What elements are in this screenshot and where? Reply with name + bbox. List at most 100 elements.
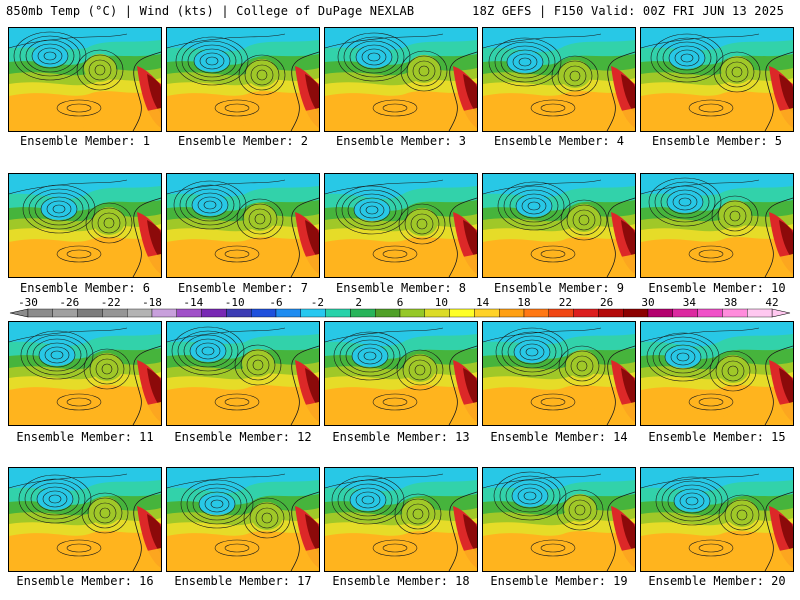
temperature-map [9,468,161,571]
temperature-map [325,322,477,425]
ensemble-member-label: Ensemble Member: 16 [16,574,154,588]
colorbar-swatch [672,308,698,318]
colorbar-swatch [375,308,401,318]
colorbar-tick-label: 22 [559,296,572,309]
colorbar-swatch [176,308,202,318]
temperature-colorbar: -30 -26 -22 -18 -14 -10 -6 -2 2 6 10 14 18 22 26 30 34 38… [9,296,791,318]
temperature-map [325,468,477,571]
ensemble-member-label: Ensemble Member: 12 [174,430,312,444]
ensemble-member-label: Ensemble Member: 2 [177,134,309,148]
colorbar-swatch [300,308,326,318]
header-title-right: 18Z GEFS | F150 Valid: 00Z FRI JUN 13 20… [472,4,784,18]
colorbar-swatch [449,308,475,318]
header-title-left: 850mb Temp (°C) | Wind (kts) | College o… [6,4,415,18]
colorbar-swatch [350,308,376,318]
ensemble-member-map[interactable] [324,27,478,132]
colorbar-swatch [27,308,53,318]
ensemble-member-map[interactable] [640,27,794,132]
ensemble-member-label: Ensemble Member: 13 [332,430,470,444]
ensemble-member-map[interactable] [640,467,794,572]
colorbar-tick-label: 38 [724,296,737,309]
temperature-map [167,28,319,131]
temperature-map [641,468,793,571]
temperature-map [167,174,319,277]
temperature-map [483,174,635,277]
ensemble-member-label: Ensemble Member: 9 [493,281,625,295]
ensemble-member-label: Ensemble Member: 8 [335,281,467,295]
temperature-map [325,174,477,277]
ensemble-member-map[interactable] [166,321,320,426]
colorbar-tick-label: -26 [59,296,79,309]
ensemble-member-label: Ensemble Member: 18 [332,574,470,588]
colorbar-swatch [201,308,227,318]
colorbar-swatch [697,308,723,318]
ensemble-member-label: Ensemble Member: 1 [19,134,151,148]
temperature-map [9,322,161,425]
ensemble-member-map[interactable] [482,321,636,426]
colorbar-swatch [250,308,277,318]
colorbar-swatch [548,308,574,318]
ensemble-member-map[interactable] [8,321,162,426]
ensemble-member-label: Ensemble Member: 5 [651,134,783,148]
ensemble-member-map[interactable] [8,467,162,572]
ensemble-member-map[interactable] [324,467,478,572]
temperature-map [483,28,635,131]
colorbar-tick-label: 2 [355,296,362,309]
temperature-map [325,28,477,131]
temperature-map [9,174,161,277]
ensemble-member-map[interactable] [324,321,478,426]
colorbar-tick-label: 6 [397,296,404,309]
colorbar-tick-label: -6 [269,296,282,309]
temperature-map [167,468,319,571]
colorbar-tick-label: -22 [101,296,121,309]
ensemble-member-label: Ensemble Member: 17 [174,574,312,588]
ensemble-member-label: Ensemble Member: 3 [335,134,467,148]
colorbar-high-arrow [771,308,791,318]
ensemble-member-map[interactable] [482,467,636,572]
ensemble-member-map[interactable] [166,27,320,132]
ensemble-member-map[interactable] [324,173,478,278]
ensemble-member-map[interactable] [166,467,320,572]
colorbar-swatch [573,308,599,318]
ensemble-member-map[interactable] [8,173,162,278]
temperature-map [641,322,793,425]
colorbar-swatch [623,308,649,318]
ensemble-member-label: Ensemble Member: 6 [19,281,151,295]
colorbar-swatch [151,308,177,318]
temperature-map [9,28,161,131]
ensemble-member-label: Ensemble Member: 4 [493,134,625,148]
temperature-map [641,174,793,277]
ensemble-member-map[interactable] [640,173,794,278]
colorbar-swatch [647,308,673,318]
colorbar-tick-label: 34 [683,296,697,309]
temperature-map [483,468,635,571]
ensemble-member-label: Ensemble Member: 7 [177,281,309,295]
colorbar-swatch [77,308,103,318]
ensemble-member-map[interactable] [482,27,636,132]
colorbar-tick-label: 14 [476,296,490,309]
temperature-map [483,322,635,425]
colorbar-swatch [499,308,525,318]
colorbar-swatch [399,308,425,318]
colorbar-tick-label: -2 [311,296,324,309]
ensemble-member-map[interactable] [8,27,162,132]
colorbar-tick-label: 42 [765,296,778,309]
ensemble-member-label: Ensemble Member: 19 [490,574,628,588]
ensemble-member-label: Ensemble Member: 11 [16,430,154,444]
ensemble-member-map[interactable] [640,321,794,426]
colorbar-tick-label: -30 [18,296,38,309]
colorbar-tick-label: -10 [225,296,245,309]
colorbar-swatch [474,308,500,318]
ensemble-member-label: Ensemble Member: 15 [648,430,786,444]
colorbar-swatch [598,308,624,318]
colorbar-swatch [523,308,549,318]
colorbar-tick-label: 10 [435,296,448,309]
colorbar-swatch [424,308,450,318]
ensemble-member-map[interactable] [482,173,636,278]
ensemble-member-map[interactable] [166,173,320,278]
colorbar-swatch [52,308,78,318]
colorbar-tick-label: 18 [517,296,530,309]
colorbar-tick-label: -18 [142,296,162,309]
colorbar-swatch [747,308,773,318]
ensemble-member-label: Ensemble Member: 20 [648,574,786,588]
